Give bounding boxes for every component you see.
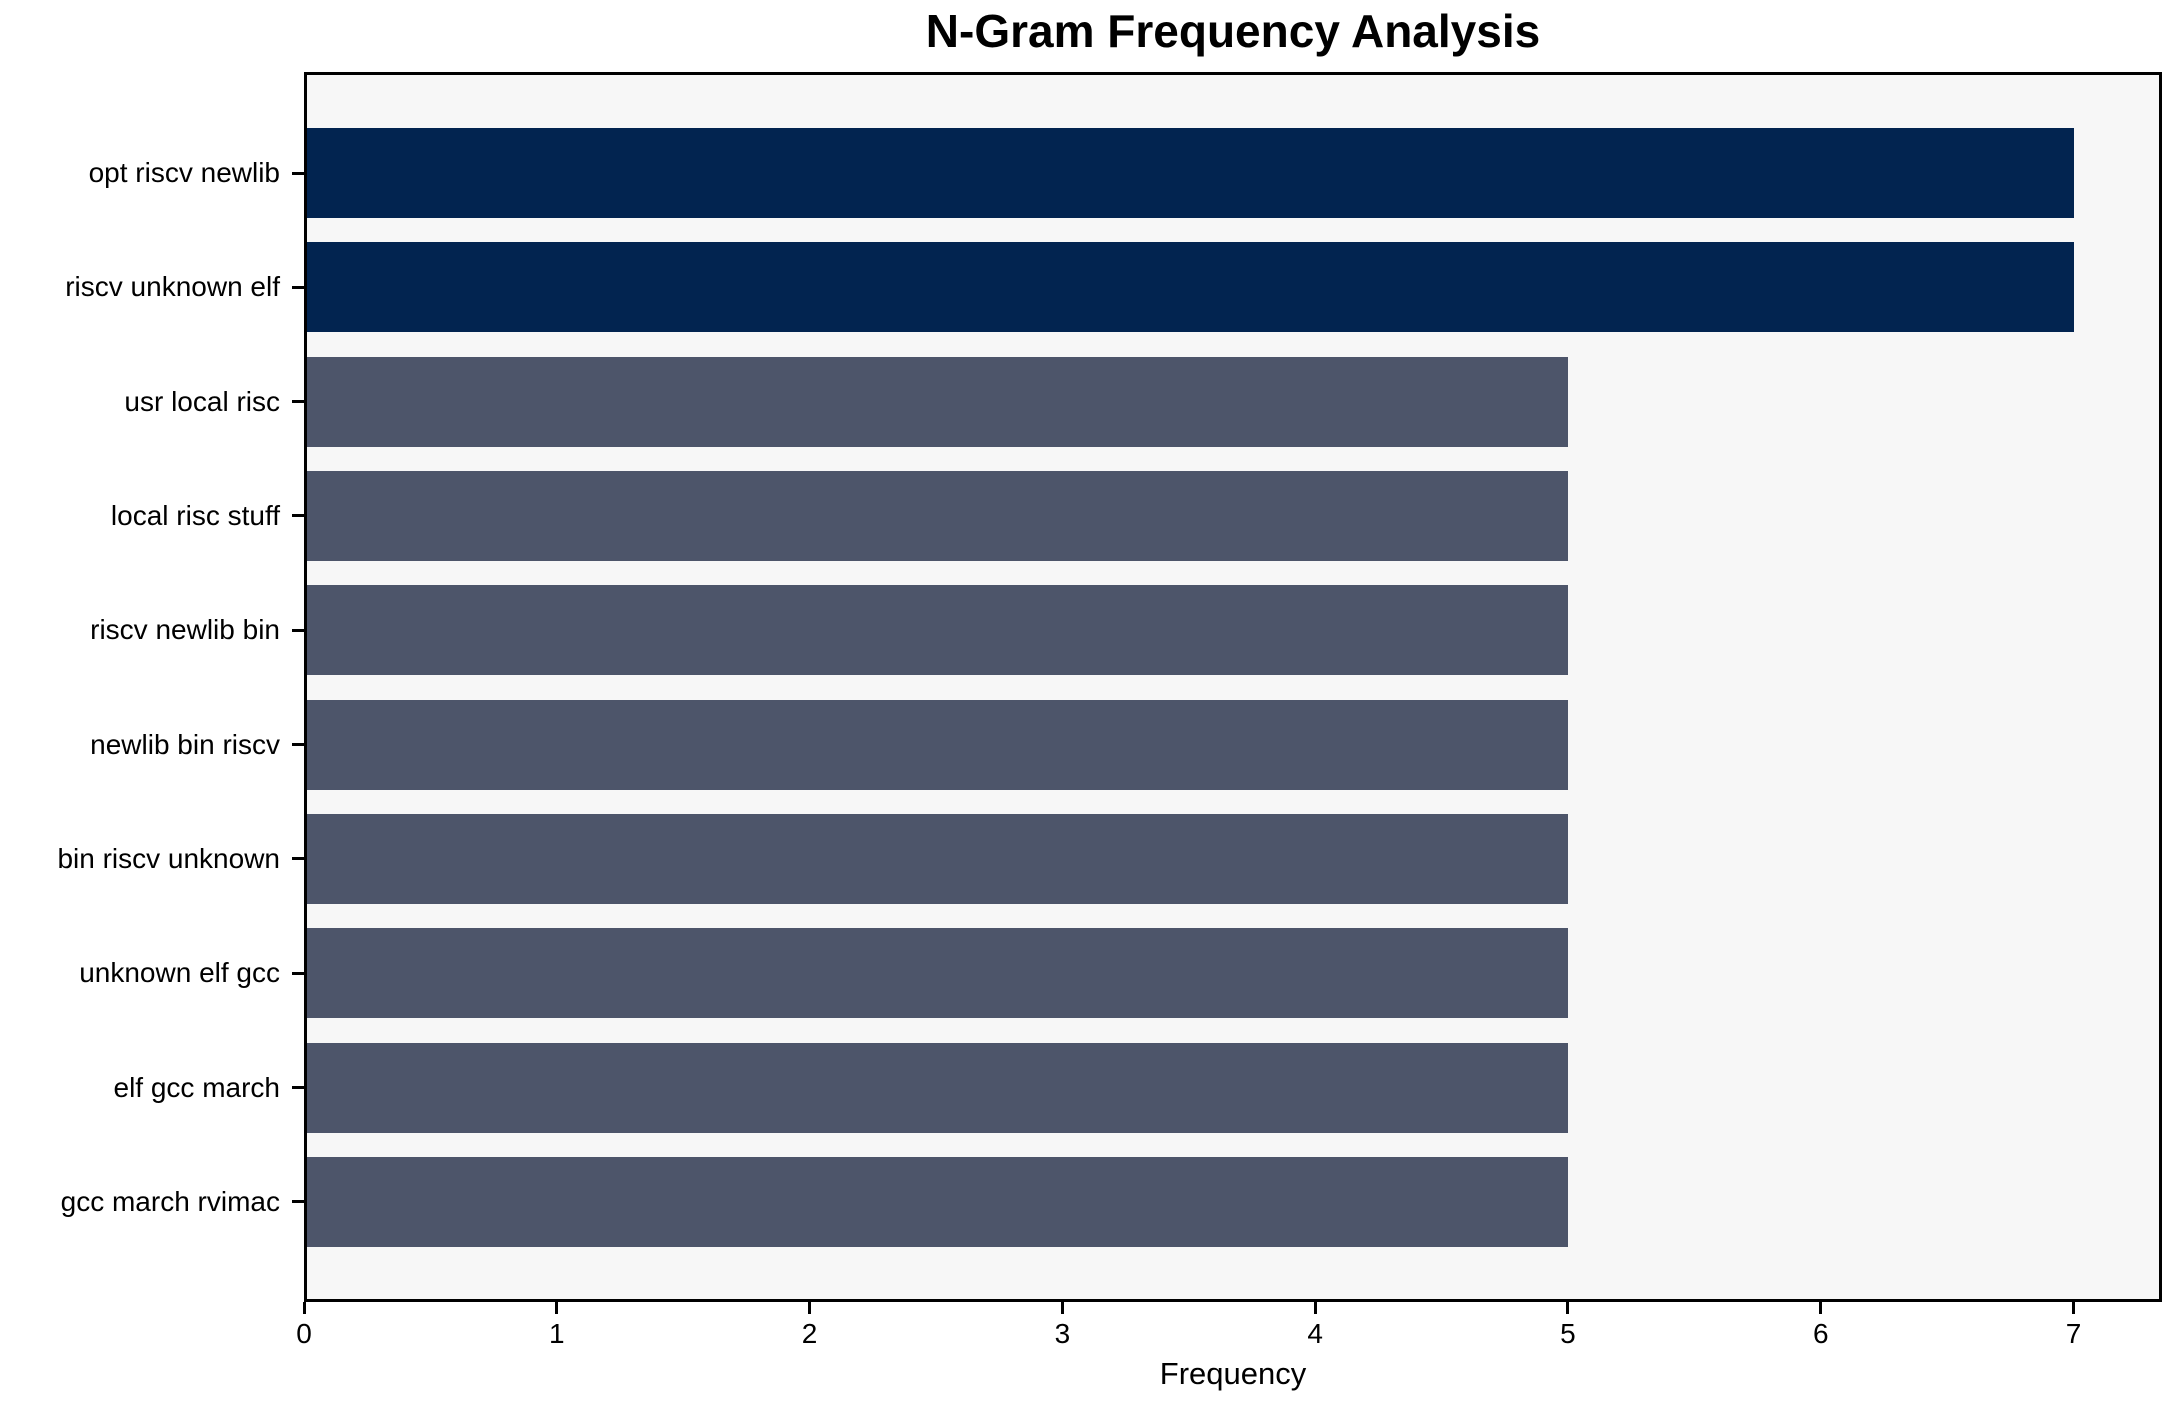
x-tick-mark: [555, 1302, 559, 1314]
x-tick-mark: [808, 1302, 812, 1314]
y-tick-mark: [292, 400, 304, 404]
y-tick-mark: [292, 1200, 304, 1204]
bars-layer: [304, 72, 2162, 1302]
x-tick-label: 2: [801, 1318, 818, 1349]
bar-riscv-unknown-elf: [304, 242, 2074, 333]
plot-area: [304, 72, 2162, 1302]
x-tick-label: 6: [1812, 1318, 1829, 1349]
bar-newlib-bin-riscv: [304, 699, 1568, 790]
bar-riscv-newlib-bin: [304, 585, 1568, 676]
bar-local-risc-stuff: [304, 470, 1568, 561]
x-axis-label: Frequency: [1159, 1356, 1307, 1391]
y-tick-label: riscv unknown elf: [65, 271, 280, 303]
bar-bin-riscv-unknown: [304, 813, 1568, 904]
y-tick-label: gcc march rvimac: [60, 1185, 280, 1217]
y-tick-label: riscv newlib bin: [90, 614, 280, 646]
y-tick-label: local risc stuff: [110, 499, 280, 531]
y-tick-mark: [292, 171, 304, 175]
y-tick-mark: [292, 857, 304, 861]
y-tick-mark: [292, 628, 304, 632]
x-tick-label: 1: [548, 1318, 565, 1349]
bar-unknown-elf-gcc: [304, 928, 1568, 1019]
bar-gcc-march-rvimac: [304, 1156, 1568, 1247]
x-tick-label: 4: [1307, 1318, 1323, 1349]
bar-elf-gcc-march: [304, 1042, 1568, 1133]
y-tick-label: bin riscv unknown: [57, 842, 280, 874]
x-tick-label: 0: [296, 1318, 312, 1349]
y-tick-mark: [292, 285, 304, 289]
y-tick-mark: [292, 743, 304, 747]
x-tick-mark: [1819, 1302, 1823, 1314]
y-tick-label: usr local risc: [124, 385, 280, 417]
chart-title: N-Gram Frequency Analysis: [925, 5, 1541, 57]
y-tick-label: unknown elf gcc: [79, 957, 280, 989]
x-tick-mark: [1060, 1302, 1064, 1314]
y-tick-mark: [292, 971, 304, 975]
y-tick-mark: [292, 1086, 304, 1090]
x-tick-label: 3: [1054, 1318, 1071, 1349]
y-tick-label: newlib bin riscv: [90, 728, 280, 760]
x-tick-label: 5: [1560, 1318, 1576, 1349]
x-tick-label: 7: [2065, 1318, 2082, 1349]
y-tick-label: elf gcc march: [113, 1071, 281, 1103]
x-tick-mark: [2072, 1302, 2076, 1314]
x-tick-mark: [302, 1302, 306, 1314]
bar-opt-riscv-newlib: [304, 128, 2074, 218]
y-tick-label: opt riscv newlib: [88, 157, 280, 188]
x-tick-mark: [1313, 1302, 1317, 1314]
bar-usr-local-risc: [304, 356, 1568, 447]
x-tick-mark: [1566, 1302, 1570, 1314]
y-tick-mark: [292, 514, 304, 518]
